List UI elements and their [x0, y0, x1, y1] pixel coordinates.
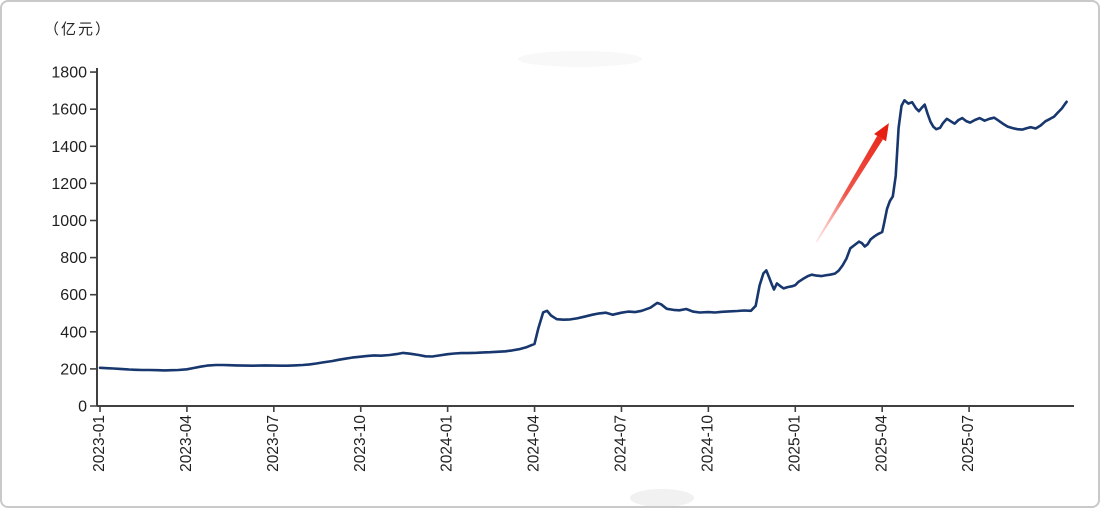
y-tick-label: 200 [60, 361, 87, 378]
y-tick-label: 400 [60, 324, 87, 341]
y-tick-label: 1600 [51, 102, 87, 119]
axes [96, 68, 1074, 407]
x-tick-label: 2024-07 [613, 415, 630, 472]
x-tick-label: 2025-01 [786, 415, 803, 472]
x-tick-label: 2024-01 [439, 415, 456, 472]
x-tick-label: 2023-10 [352, 415, 369, 472]
y-tick-label: 1000 [51, 213, 87, 230]
arrow-shaft [815, 135, 883, 243]
x-tick-label: 2024-10 [699, 415, 716, 472]
y-tick-label: 1400 [51, 139, 87, 156]
x-axis-ticks: 2023-01 2023-04 2023-07 2023-10 2024-01 2024-… [91, 406, 977, 472]
data-line [98, 99, 1068, 372]
y-tick-label: 0 [78, 399, 87, 416]
arrow-head [874, 123, 889, 142]
y-tick-label: 800 [60, 250, 87, 267]
y-tick-label: 600 [60, 287, 87, 304]
x-tick-label: 2023-04 [178, 415, 195, 472]
y-tick-label: 1800 [51, 65, 87, 82]
watermark-smudge [518, 51, 694, 506]
x-tick-label: 2023-07 [265, 415, 282, 472]
x-tick-label: 2025-04 [873, 415, 890, 472]
x-tick-label: 2023-01 [91, 415, 108, 472]
y-tick-label: 1200 [51, 176, 87, 193]
x-tick-label: 2025-07 [960, 415, 977, 472]
y-axis-unit-label: （亿元） [44, 20, 113, 38]
x-tick-label: 2024-04 [526, 415, 543, 472]
series-line [98, 99, 1068, 372]
y-axis-ticks: 0 200 400 600 800 1000 1200 1400 1600 1800 [51, 65, 97, 416]
trend-arrow [815, 123, 889, 243]
